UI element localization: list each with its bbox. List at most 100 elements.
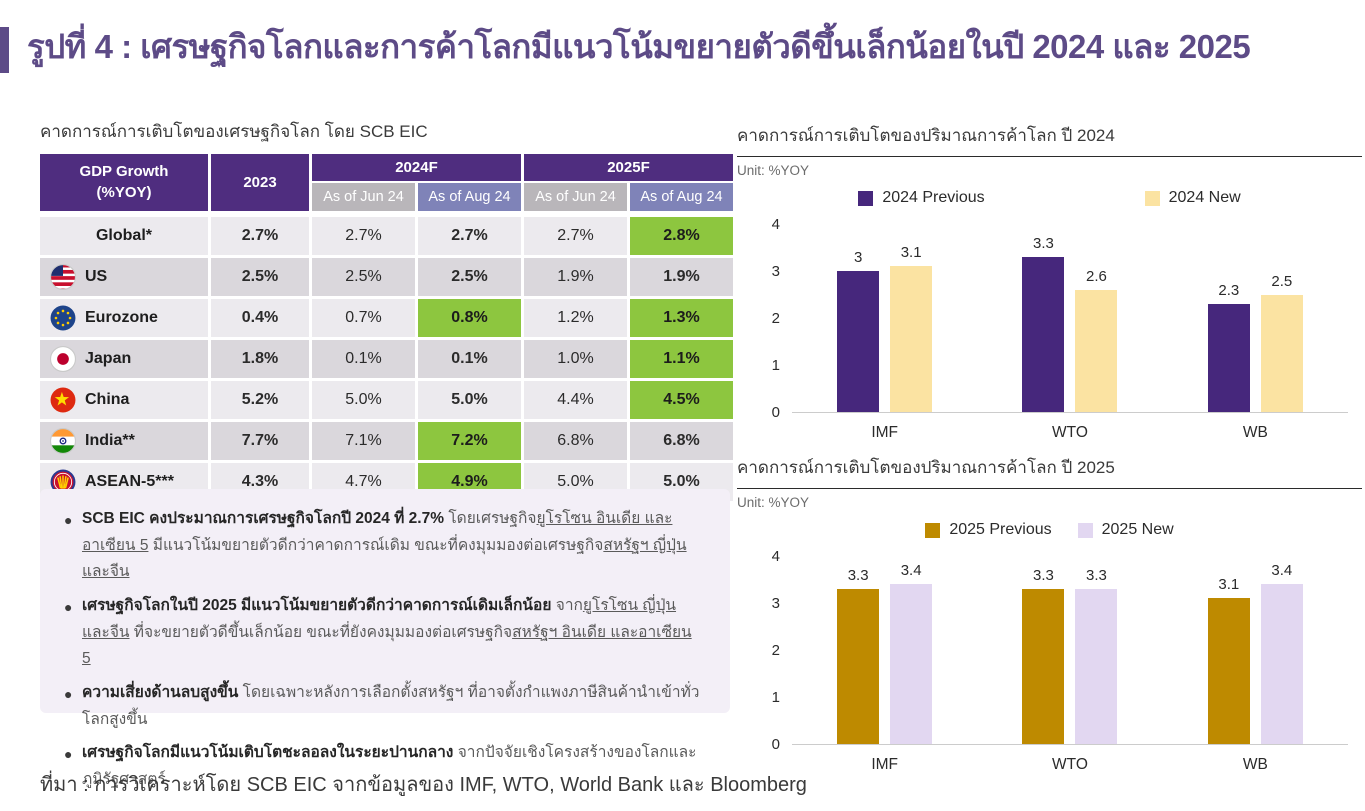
cn-flag-icon [50,387,76,413]
country-name: India** [85,432,135,449]
value-cell: 1.9% [630,258,733,296]
bar-value-label: 2.6 [1086,267,1107,285]
value-cell: 7.7% [211,422,309,460]
value-cell: 6.8% [524,422,627,460]
bar-groups: 3 3.1 3.3 2.6 2.3 2.5 [792,224,1348,412]
bullet-text: เศรษฐกิจโลกมีแนวโน้มเติบโตชะลอลงในระยะปา… [82,740,704,793]
bullet-segment: ความเสี่ยงด้านลบสูงขึ้น [82,683,243,701]
subheader-row-2025: As of Jun 24 As of Aug 24 [524,183,733,211]
gdp-forecast-section: คาดการณ์การเติบโตของเศรษฐกิจโลก โดย SCB … [40,118,733,501]
bullet-segment: SCB EIC คงประมาณการเศรษฐกิจโลกปี 2024 ที… [82,510,449,527]
value-cell: 0.1% [312,340,415,378]
chart-2024-x-axis: IMF WTO WB [792,424,1348,442]
bullet-segment: เศรษฐกิจโลกมีแนวโน้มเติบโตชะลอลงในระยะปา… [82,744,458,762]
value-cell: 4.4% [524,381,627,419]
bar-group-wb: 3.1 3.4 [1207,562,1303,744]
x-axis-label-wto: WTO [1052,756,1088,773]
bar-value-label: 3.3 [847,566,869,584]
legend-item: 2024 Previous [858,189,985,207]
table-row: India** 7.7% 7.1% 7.2% 6.8% 6.8% [40,422,733,460]
bar-value-label: 3.1 [1218,576,1240,594]
bar-group-wto: 3.3 3.3 [1022,566,1118,744]
bar-value-label: 3.1 [900,244,922,262]
title-accent-bar [0,27,9,73]
legend-item: 2024 New [1144,189,1241,207]
y-axis-tick-label: 2 [771,310,780,327]
bullet-item: ● เศรษฐกิจโลกมีแนวโน้มเติบโตชะลอลงในระยะป… [64,740,704,793]
bullet-text: SCB EIC คงประมาณการเศรษฐกิจโลกปี 2024 ที… [82,506,704,586]
value-cell: 6.8% [630,422,733,460]
table-row: China 5.2% 5.0% 5.0% 4.4% 4.5% [40,381,733,419]
table-body: Global* 2.7% 2.7% 2.7% 2.7% 2.8% US 2.5% 2.5% 2.5… [40,214,733,501]
in-flag-icon [50,428,76,454]
country-name: Japan [85,350,132,367]
bar-2025-previous-wto [1022,588,1065,744]
header-group-2025: 2025F As of Jun 24 As of Aug 24 [524,154,733,211]
value-cell: 1.8% [211,340,309,378]
chart-2024-legend: 2024 Previous 2024 New [737,186,1362,210]
country-cell: Global* [40,217,208,255]
bullet-text: เศรษฐกิจโลกในปี 2025 มีแนวโน้มขยายตัวดีก… [82,593,704,673]
chart-2024-unit-label: Unit: %YOY [737,163,810,178]
bar-group-wb: 2.3 2.5 [1207,273,1303,412]
bar-2024-new-wto [1075,289,1118,412]
bar-wrap: 3.3 [1022,235,1065,412]
y-axis-tick-label: 1 [771,357,780,374]
country-name: Eurozone [85,309,158,326]
chart-2025-plot-area: 0 1 2 3 4 3.3 3.4 3.3 3.3 3.1 3.4 [772,548,1348,753]
table-row: Global* 2.7% 2.7% 2.7% 2.7% 2.8% [40,217,733,255]
bullet-text: ความเสี่ยงด้านลบสูงขึ้น โดยเฉพาะหลังการเ… [82,680,704,733]
legend-item: 2025 Previous [925,521,1052,539]
chart-2025-unit-label: Unit: %YOY [737,495,810,510]
bullet-segment: สหรัฐฯ ญี่ปุ่น และจีน [82,536,687,581]
header-gdp-growth: GDP Growth (%YOY) [40,154,208,211]
bullet-segment: ยูโรโซน อินเดีย และอาเซียน 5 [82,510,673,554]
bar-value-label: 3.3 [1033,566,1054,584]
bar-wrap: 2.5 [1260,273,1303,412]
value-cell: 2.7% [524,217,627,255]
y-axis-tick-label: 0 [771,736,780,753]
header-2025f: 2025F [524,154,733,181]
bullet-segment: จาก [555,596,583,614]
value-cell: 1.9% [524,258,627,296]
subheader-aug25: As of Aug 24 [630,183,733,211]
bar-wrap: 3.1 [1207,576,1250,744]
value-cell: 1.3% [630,299,733,337]
x-axis-label-imf: IMF [871,424,898,441]
legend-item: 2025 New [1077,521,1174,539]
gdp-growth-table: GDP Growth (%YOY) 2023 2024F As of Jun 2… [40,154,733,501]
bar-wrap: 2.3 [1207,282,1250,412]
subheader-jun25: As of Jun 24 [524,183,627,211]
bullet-marker: ● [64,746,73,763]
legend-swatch-icon [1144,190,1160,206]
y-axis-tick-label: 4 [771,216,780,233]
bar-wrap: 3.4 [1260,562,1303,744]
bar-2025-previous-imf [837,588,880,744]
legend-swatch-icon [858,190,874,206]
bar-2024-new-wb [1260,294,1303,412]
bullet-marker: ● [64,512,73,528]
table-header: GDP Growth (%YOY) 2023 2024F As of Jun 2… [40,154,733,211]
trade-chart-2025: คาดการณ์การเติบโตของปริมาณการค้าโลก ปี 2… [737,454,1362,774]
value-cell: 0.1% [418,340,521,378]
chart-2025-title: คาดการณ์การเติบโตของปริมาณการค้าโลก ปี 2… [737,454,1362,489]
bar-2025-previous-wb [1207,598,1250,744]
y-axis-tick-label: 3 [771,595,780,612]
bullet-item: ● SCB EIC คงประมาณการเศรษฐกิจโลกปี 2024 ท… [64,506,704,586]
y-axis-tick-label: 4 [771,548,780,565]
trade-chart-2024: คาดการณ์การเติบโตของปริมาณการค้าโลก ปี 2… [737,122,1362,442]
y-axis-tick-label: 3 [771,263,780,280]
value-cell: 7.2% [418,422,521,460]
x-axis-label-wto: WTO [1052,424,1088,441]
bar-2024-new-imf [890,266,933,412]
bar-2024-previous-imf [837,271,880,412]
bar-group-wto: 3.3 2.6 [1022,235,1118,412]
table-row: US 2.5% 2.5% 2.5% 1.9% 1.9% [40,258,733,296]
bullet-marker: ● [64,685,73,702]
us-flag-icon [50,264,76,290]
legend-label: 2025 New [1101,521,1174,538]
value-cell: 1.1% [630,340,733,378]
bar-group-imf: 3 3.1 [837,244,933,412]
figure-title: รูปที่ 4 : เศรษฐกิจโลกและการค้าโลกมีแนวโ… [27,28,1251,65]
